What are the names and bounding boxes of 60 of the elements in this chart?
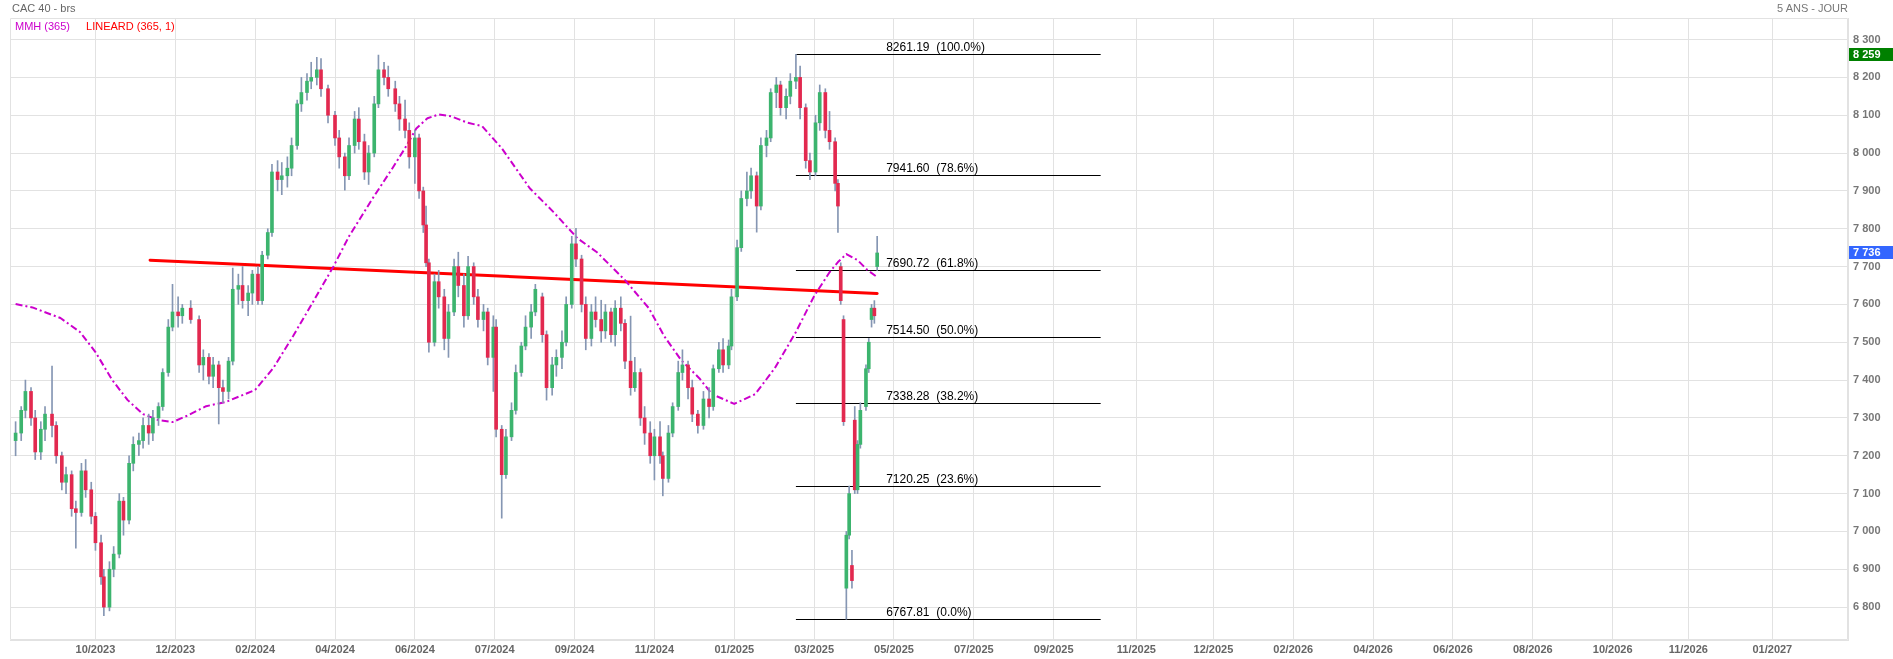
ref-line-label: 7514.50 (50.0%) bbox=[886, 322, 979, 337]
x-tick-label: 01/2027 bbox=[1752, 642, 1793, 655]
x-tick-label: 02/2024 bbox=[235, 642, 276, 655]
x-tick-label: 02/2026 bbox=[1273, 642, 1314, 655]
y-tick-label: 7 800 bbox=[1853, 221, 1881, 234]
x-tick-label: 10/2023 bbox=[75, 642, 116, 655]
x-tick-label: 01/2025 bbox=[714, 642, 755, 655]
ref-line-label: 7120.25 (23.6%) bbox=[886, 471, 979, 486]
chart-title: CAC 40 - brs bbox=[12, 2, 76, 14]
x-tick-label: 09/2025 bbox=[1033, 642, 1074, 655]
candlestick bbox=[201, 349, 206, 381]
ref-line-label: 8261.19 (100.0%) bbox=[886, 39, 985, 54]
ref-line-label: 7941.60 (78.6%) bbox=[886, 160, 979, 175]
y-tick-label: 8 300 bbox=[1853, 32, 1881, 45]
ref-line-label: 6767.81 (0.0%) bbox=[886, 604, 972, 619]
y-tick-label: 6 900 bbox=[1853, 562, 1881, 575]
text: 8 259 bbox=[1853, 48, 1881, 61]
chart-subtitle: 5 ANS - JOUR bbox=[1777, 2, 1848, 14]
y-tick-label: 7 500 bbox=[1853, 335, 1881, 348]
x-tick-label: 11/2026 bbox=[1668, 642, 1708, 655]
ref-line-label: 7338.28 (38.2%) bbox=[886, 388, 979, 403]
y-tick-label: 8 000 bbox=[1853, 146, 1881, 159]
text: MMH (365) bbox=[15, 20, 71, 32]
x-tick-label: 11/2024 bbox=[634, 642, 675, 655]
y-tick-label: 7 000 bbox=[1853, 524, 1881, 537]
candlestick bbox=[146, 413, 151, 445]
x-tick-label: 09/2024 bbox=[554, 642, 596, 655]
y-tick-label: 7 300 bbox=[1853, 410, 1881, 423]
x-tick-label: 12/2025 bbox=[1193, 642, 1234, 655]
x-tick-label: 08/2026 bbox=[1512, 642, 1553, 655]
candlestick bbox=[176, 296, 180, 328]
x-tick-label: 05/2025 bbox=[874, 642, 914, 655]
x-tick-label: 10/2026 bbox=[1592, 642, 1633, 655]
candlestick bbox=[246, 285, 250, 317]
text: LINEARD (365, 1) bbox=[86, 20, 175, 32]
y-tick-label: 6 800 bbox=[1853, 600, 1881, 613]
y-tick-label: 8 100 bbox=[1853, 108, 1881, 121]
candlestick bbox=[279, 162, 284, 196]
x-tick-label: 03/2025 bbox=[794, 642, 835, 655]
x-tick-label: 06/2024 bbox=[394, 642, 436, 655]
x-tick-label: 06/2026 bbox=[1433, 642, 1473, 655]
x-tick-label: 04/2024 bbox=[315, 642, 356, 655]
y-tick-label: 7 200 bbox=[1853, 448, 1881, 461]
y-tick-label: 7 700 bbox=[1853, 259, 1881, 272]
x-tick-label: 12/2023 bbox=[155, 642, 196, 655]
y-tick-label: 8 200 bbox=[1853, 70, 1881, 83]
y-tick-label: 7 400 bbox=[1853, 373, 1881, 386]
x-tick-label: 11/2025 bbox=[1116, 642, 1156, 655]
candlestick bbox=[745, 171, 749, 207]
line-series bbox=[14, 113, 877, 424]
y-tick-label: 7 600 bbox=[1853, 297, 1881, 310]
candlestick bbox=[794, 53, 798, 90]
y-tick-label: 7 100 bbox=[1853, 486, 1881, 499]
x-tick-label: 07/2025 bbox=[953, 642, 994, 655]
text: 7 736 bbox=[1853, 246, 1881, 259]
y-tick-label: 7 900 bbox=[1853, 183, 1881, 196]
candlestick bbox=[707, 387, 711, 419]
x-tick-label: 04/2026 bbox=[1353, 642, 1393, 655]
x-tick-label: 07/2024 bbox=[474, 642, 516, 655]
ref-line-label: 7690.72 (61.8%) bbox=[886, 255, 979, 270]
